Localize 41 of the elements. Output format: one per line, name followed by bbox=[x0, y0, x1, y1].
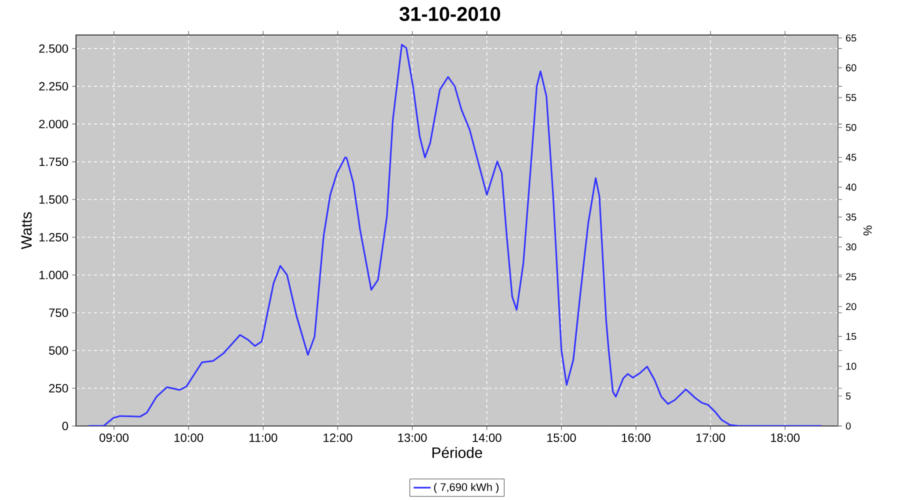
y-tick-label: 1.500 bbox=[39, 195, 68, 204]
y2-tick-label: 35 bbox=[846, 214, 856, 221]
y-axis-title: Watts bbox=[21, 212, 32, 250]
y-tick-label: 0 bbox=[62, 422, 68, 430]
y-tick-label: 2.000 bbox=[39, 120, 68, 128]
x-axis-title: Période bbox=[432, 446, 482, 458]
y-tick-label: 1.000 bbox=[39, 270, 68, 280]
chart-title: 31-10-2010 bbox=[400, 6, 500, 22]
y-tick-label: 2.250 bbox=[39, 82, 68, 91]
x-tick-label: 10:00 bbox=[174, 434, 204, 442]
y2-tick-label: 55 bbox=[846, 94, 856, 102]
y-tick-label: 2.500 bbox=[39, 44, 68, 53]
y2-tick-label: 20 bbox=[846, 303, 856, 310]
y2-tick-label: 15 bbox=[846, 332, 856, 340]
x-tick-label: 13:00 bbox=[398, 434, 427, 442]
y2-tick-label: 50 bbox=[846, 124, 856, 132]
x-tick-label: 09:00 bbox=[100, 434, 129, 442]
x-tick-label: 17:00 bbox=[696, 434, 726, 442]
y-tick-label: 250 bbox=[49, 384, 68, 392]
y2-axis-title: % bbox=[863, 226, 872, 236]
line-series bbox=[88, 44, 822, 426]
x-tick-label: 12:00 bbox=[324, 434, 352, 442]
y-tick-label: 1.750 bbox=[39, 158, 68, 166]
y2-tick-label: 30 bbox=[846, 243, 856, 250]
y-tick-label: 1.250 bbox=[39, 233, 68, 242]
y2-tick-label: 0 bbox=[846, 422, 851, 430]
y2-tick-label: 5 bbox=[846, 392, 851, 400]
y2-tick-label: 60 bbox=[846, 64, 856, 72]
y2-tick-label: 65 bbox=[846, 34, 856, 42]
x-tick-label: 16:00 bbox=[622, 434, 650, 442]
x-tick-label: 15:00 bbox=[547, 434, 576, 442]
y2-tick-label: 40 bbox=[846, 184, 856, 191]
x-tick-label: 18:00 bbox=[771, 434, 800, 442]
y-tick-label: 500 bbox=[49, 346, 68, 355]
y2-tick-label: 10 bbox=[846, 362, 856, 370]
legend-label: ( 7,690 kWh ) bbox=[434, 482, 499, 494]
y2-tick-label: 25 bbox=[846, 273, 856, 280]
x-tick-label: 14:00 bbox=[472, 434, 502, 442]
y-tick-label: 750 bbox=[49, 308, 68, 317]
x-tick-label: 11:00 bbox=[250, 434, 278, 442]
y2-tick-label: 45 bbox=[846, 154, 856, 161]
